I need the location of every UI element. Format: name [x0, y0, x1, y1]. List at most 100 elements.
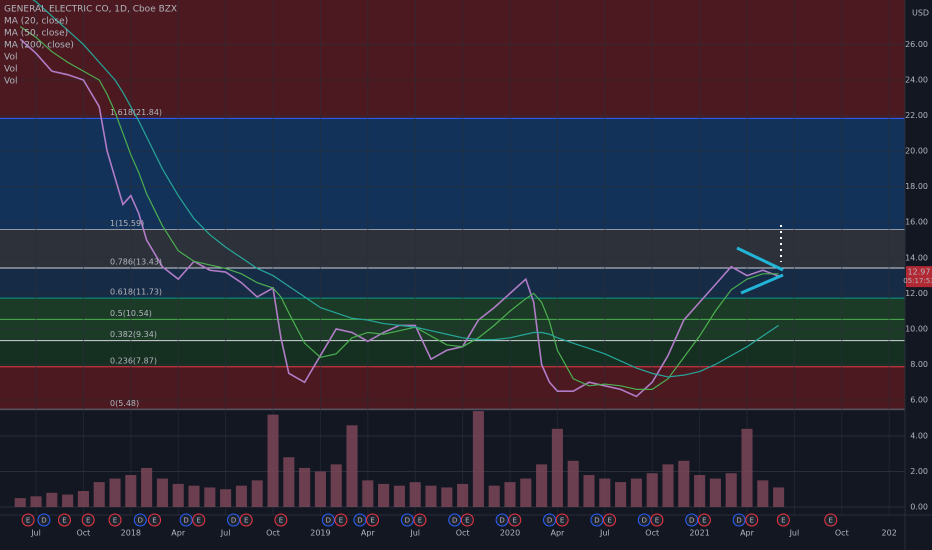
volume-bar — [393, 485, 405, 508]
volume-bar — [425, 485, 437, 508]
event-marker — [353, 513, 367, 527]
volume-bar — [630, 478, 642, 508]
fib-zone — [0, 298, 905, 320]
volume-bar — [725, 473, 737, 508]
volume-bar — [314, 471, 326, 508]
event-label: E — [62, 517, 66, 525]
event-label: D — [231, 517, 236, 525]
x-tick-label: Oct — [456, 529, 470, 538]
x-tick-label: Jul — [30, 529, 41, 538]
volume-bar — [773, 487, 785, 508]
x-tick-label: Apr — [550, 529, 565, 538]
fib-zone — [0, 0, 905, 119]
volume-bar — [378, 483, 390, 508]
event-marker — [776, 513, 790, 527]
volume-bar — [583, 475, 595, 508]
volume-bar — [330, 464, 342, 508]
legend-title: GENERAL ELECTRIC CO, 1D, Cboe BZX — [4, 5, 177, 15]
event-marker — [274, 513, 288, 527]
event-marker — [108, 513, 122, 527]
x-tick-label: Jul — [789, 529, 800, 538]
fib-label: 1.618(21.84) — [110, 108, 162, 117]
volume-bar — [235, 485, 247, 508]
event-marker — [745, 513, 759, 527]
volume-bar — [46, 492, 58, 508]
y-tick-label: 24.00 — [905, 76, 928, 85]
fib-zone — [0, 118, 905, 230]
event-marker — [697, 513, 711, 527]
last-price-tag — [906, 266, 932, 288]
volume-bar — [567, 460, 579, 508]
event-marker — [37, 513, 51, 527]
event-marker — [227, 513, 241, 527]
event-label: D — [452, 517, 457, 525]
event-label: D — [499, 517, 504, 525]
volume-bar — [346, 425, 358, 508]
series-line — [19, 26, 779, 390]
event-label: D — [41, 517, 46, 525]
y-tick-label: 8.00 — [910, 360, 928, 369]
event-label: E — [244, 517, 248, 525]
event-marker — [460, 513, 474, 527]
x-tick-label: Apr — [171, 529, 186, 538]
event-label: E — [560, 517, 564, 525]
countdown: 05:17:53 — [903, 277, 932, 285]
volume-bar — [504, 482, 516, 508]
volume-bar — [741, 428, 753, 508]
volume-tick-label: 0.00 — [910, 503, 928, 512]
volume-bar — [709, 478, 721, 508]
triangle-lower — [740, 273, 784, 295]
event-label: D — [594, 517, 599, 525]
y-tick-label: 18.00 — [905, 182, 928, 191]
volume-bar — [757, 480, 769, 508]
volume-bar — [472, 411, 484, 508]
event-label: E — [465, 517, 469, 525]
volume-tick-label: 2.00 — [910, 467, 928, 476]
volume-bar — [441, 487, 453, 508]
event-label: E — [513, 517, 517, 525]
volume-bar — [93, 482, 105, 508]
series-line — [32, 0, 779, 378]
volume-bar — [109, 478, 121, 508]
legend-indicator: Vol — [4, 65, 17, 75]
event-marker — [543, 513, 557, 527]
y-tick-label: 12.00 — [905, 289, 928, 298]
currency: USD — [912, 9, 929, 18]
fib-label: 0.5(10.54) — [110, 309, 152, 318]
volume-bar — [599, 478, 611, 508]
event-marker — [21, 513, 35, 527]
event-label: E — [655, 517, 659, 525]
event-marker — [81, 513, 95, 527]
volume-bar — [251, 480, 263, 508]
volume-bar — [536, 464, 548, 508]
volume-bar — [520, 478, 532, 508]
event-marker — [133, 513, 147, 527]
volume-bar — [362, 480, 374, 508]
fib-zone — [0, 319, 905, 341]
event-label: D — [183, 517, 188, 525]
event-marker — [732, 513, 746, 527]
legend-indicator: Vol — [4, 77, 17, 87]
y-tick-label: 16.00 — [905, 218, 928, 227]
volume-tick-label: 4.00 — [910, 431, 928, 440]
series-line — [19, 38, 779, 398]
volume-bar — [30, 496, 42, 508]
fib-label: 1(15.59) — [110, 219, 144, 228]
fib-label: 0(5.48) — [110, 399, 139, 408]
x-tick-label: Oct — [266, 529, 280, 538]
volume-bar — [125, 475, 137, 508]
event-label: D — [357, 517, 362, 525]
event-label: E — [26, 517, 30, 525]
volume-bar — [188, 485, 200, 508]
x-tick-label: 202 — [882, 529, 897, 538]
event-marker — [685, 513, 699, 527]
y-tick-label: 6.00 — [910, 396, 928, 405]
event-label: E — [607, 517, 611, 525]
x-tick-label: Oct — [76, 529, 90, 538]
event-label: E — [86, 517, 90, 525]
event-marker — [334, 513, 348, 527]
x-tick-label: Oct — [645, 529, 659, 538]
event-marker — [590, 513, 604, 527]
volume-bar — [694, 475, 706, 508]
event-label: D — [642, 517, 647, 525]
